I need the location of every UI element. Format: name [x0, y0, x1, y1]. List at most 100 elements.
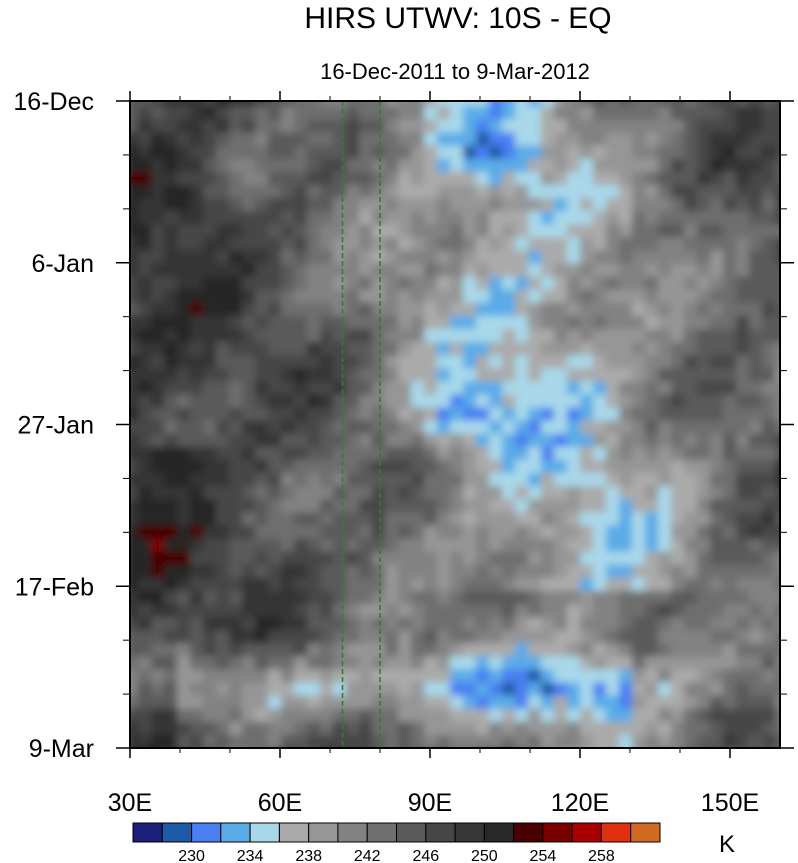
contour-cell: [593, 368, 607, 383]
contour-cell: [268, 101, 282, 108]
contour-cell: [229, 250, 243, 265]
contour-cell: [294, 669, 308, 684]
contour-cell: [593, 538, 607, 553]
contour-cell: [268, 617, 282, 631]
contour-cell: [411, 734, 425, 748]
contour-cell: [476, 381, 490, 396]
contour-cell: [372, 525, 386, 540]
contour-cell: [151, 276, 165, 291]
contour-cell: [138, 748, 152, 762]
contour-cell: [450, 198, 464, 212]
contour-cell: [346, 630, 360, 645]
contour-cell: [255, 158, 269, 173]
contour-cell: [346, 329, 360, 343]
contour-cell: [489, 473, 503, 487]
contour-cell: [138, 198, 152, 212]
contour-cell: [203, 132, 217, 147]
contour-cell: [151, 237, 165, 252]
contour-cell: [151, 224, 165, 239]
contour-cell: [359, 145, 373, 160]
contour-cell: [138, 237, 152, 252]
contour-cell: [450, 656, 464, 671]
contour-cell: [333, 145, 347, 160]
contour-cell: [645, 171, 659, 186]
contour-cell: [398, 302, 412, 317]
contour-cell: [333, 604, 347, 618]
contour-cell: [580, 551, 594, 566]
contour-cell: [567, 630, 581, 645]
contour-cell: [437, 302, 451, 317]
contour-cell: [567, 459, 581, 474]
contour-cell: [606, 564, 620, 579]
contour-cell: [450, 459, 464, 474]
contour-cell: [541, 499, 555, 514]
contour-cell: [580, 512, 594, 527]
contour-cell: [684, 656, 698, 671]
contour-cell: [333, 551, 347, 566]
contour-cell: [762, 499, 776, 514]
contour-cell: [723, 315, 737, 330]
contour-cell: [476, 198, 490, 212]
contour-cell: [749, 564, 763, 579]
contour-cell: [203, 748, 217, 762]
contour-cell: [130, 446, 139, 461]
contour-cell: [411, 407, 425, 422]
contour-cell: [489, 708, 503, 723]
contour-cell: [463, 617, 477, 631]
contour-cell: [541, 538, 555, 553]
colorbar-tick-label: 250: [471, 848, 498, 863]
contour-cell: [151, 604, 165, 618]
contour-cell: [255, 630, 269, 645]
contour-cell: [567, 355, 581, 370]
contour-cell: [632, 158, 646, 173]
contour-cell: [528, 682, 542, 697]
contour-cell: [528, 106, 542, 121]
contour-cell: [632, 604, 646, 618]
contour-cell: [255, 682, 269, 697]
contour-cell: [775, 590, 780, 605]
contour-cell: [463, 237, 477, 252]
contour-cell: [294, 721, 308, 736]
contour-cell: [437, 473, 451, 487]
contour-cell: [749, 145, 763, 160]
contour-cell: [333, 315, 347, 330]
contour-cell: [307, 734, 321, 748]
contour-cell: [424, 459, 438, 474]
contour-cell: [489, 106, 503, 121]
contour-cell: [515, 185, 529, 199]
contour-cell: [775, 459, 780, 474]
contour-cell: [736, 250, 750, 265]
contour-cell: [216, 551, 230, 566]
contour-cell: [736, 237, 750, 252]
contour-cell: [333, 617, 347, 631]
contour-cell: [164, 342, 178, 356]
contour-cell: [359, 486, 373, 500]
contour-cell: [216, 604, 230, 618]
contour-cell: [333, 119, 347, 134]
contour-cell: [762, 669, 776, 684]
contour-cell: [385, 158, 399, 173]
contour-cell: [645, 237, 659, 252]
contour-cell: [320, 446, 334, 461]
contour-cell: [281, 604, 295, 618]
contour-cell: [216, 643, 230, 658]
contour-cell: [502, 132, 516, 147]
contour-cell: [216, 538, 230, 553]
contour-cell: [411, 368, 425, 383]
contour-cell: [450, 315, 464, 330]
contour-cell: [606, 119, 620, 134]
contour-cell: [333, 211, 347, 225]
contour-cell: [385, 198, 399, 212]
contour-cell: [130, 499, 139, 514]
contour-cell: [164, 590, 178, 605]
contour-cell: [164, 329, 178, 343]
contour-cell: [749, 407, 763, 422]
contour-cell: [242, 630, 256, 645]
contour-cell: [762, 315, 776, 330]
contour-cell: [255, 433, 269, 448]
contour-cell: [164, 564, 178, 579]
contour-cell: [346, 473, 360, 487]
contour-cell: [450, 145, 464, 160]
contour-cell: [762, 721, 776, 736]
colorbar-swatch: [542, 822, 573, 843]
